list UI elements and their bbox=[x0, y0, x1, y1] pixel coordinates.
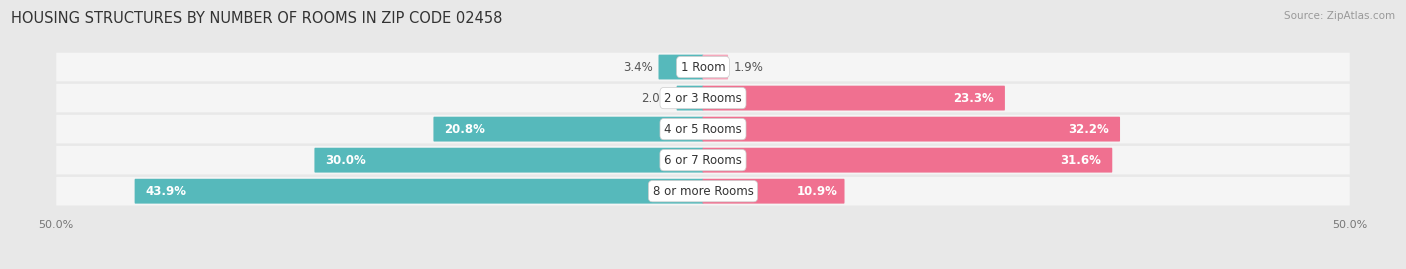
Text: Source: ZipAtlas.com: Source: ZipAtlas.com bbox=[1284, 11, 1395, 21]
Text: 23.3%: 23.3% bbox=[953, 91, 994, 105]
Text: 1 Room: 1 Room bbox=[681, 61, 725, 73]
FancyBboxPatch shape bbox=[433, 117, 703, 141]
Text: 31.6%: 31.6% bbox=[1060, 154, 1101, 167]
FancyBboxPatch shape bbox=[703, 148, 1112, 173]
Text: 4 or 5 Rooms: 4 or 5 Rooms bbox=[664, 123, 742, 136]
FancyBboxPatch shape bbox=[676, 86, 703, 111]
FancyBboxPatch shape bbox=[658, 55, 703, 79]
FancyBboxPatch shape bbox=[703, 179, 845, 204]
Text: 30.0%: 30.0% bbox=[325, 154, 366, 167]
FancyBboxPatch shape bbox=[135, 179, 703, 204]
Text: HOUSING STRUCTURES BY NUMBER OF ROOMS IN ZIP CODE 02458: HOUSING STRUCTURES BY NUMBER OF ROOMS IN… bbox=[11, 11, 502, 26]
FancyBboxPatch shape bbox=[56, 53, 1350, 81]
FancyBboxPatch shape bbox=[56, 84, 1350, 112]
FancyBboxPatch shape bbox=[56, 146, 1350, 174]
FancyBboxPatch shape bbox=[703, 117, 1121, 141]
Text: 8 or more Rooms: 8 or more Rooms bbox=[652, 185, 754, 198]
Text: 2.0%: 2.0% bbox=[641, 91, 671, 105]
Text: 1.9%: 1.9% bbox=[734, 61, 763, 73]
Text: 2 or 3 Rooms: 2 or 3 Rooms bbox=[664, 91, 742, 105]
Text: 10.9%: 10.9% bbox=[797, 185, 838, 198]
Text: 6 or 7 Rooms: 6 or 7 Rooms bbox=[664, 154, 742, 167]
Text: 32.2%: 32.2% bbox=[1069, 123, 1109, 136]
FancyBboxPatch shape bbox=[703, 86, 1005, 111]
Text: 20.8%: 20.8% bbox=[444, 123, 485, 136]
FancyBboxPatch shape bbox=[703, 55, 728, 79]
Text: 43.9%: 43.9% bbox=[145, 185, 187, 198]
FancyBboxPatch shape bbox=[315, 148, 703, 173]
FancyBboxPatch shape bbox=[56, 177, 1350, 206]
Text: 3.4%: 3.4% bbox=[623, 61, 652, 73]
FancyBboxPatch shape bbox=[56, 115, 1350, 143]
